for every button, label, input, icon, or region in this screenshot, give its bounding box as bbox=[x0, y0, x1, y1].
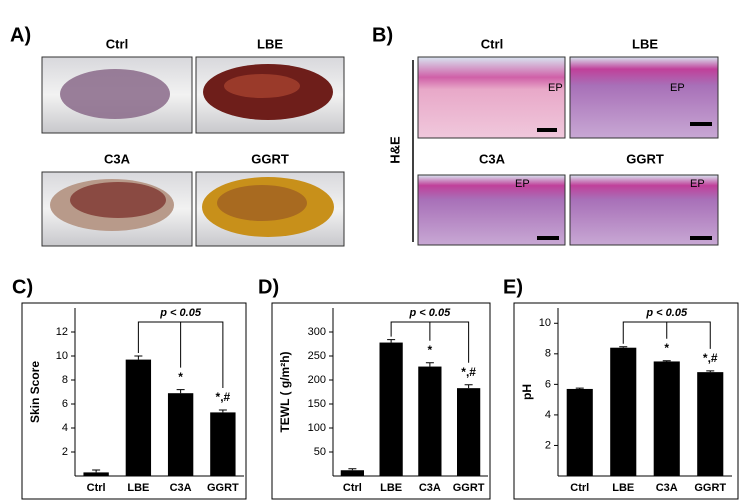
x-tick-label: C3A bbox=[419, 482, 441, 494]
bar bbox=[697, 372, 724, 476]
bar bbox=[340, 470, 364, 476]
y-tick-label: 6 bbox=[62, 398, 68, 410]
significance-marker: * bbox=[178, 370, 183, 384]
histo-image: EP bbox=[569, 56, 719, 139]
photo-label: Ctrl bbox=[106, 36, 128, 51]
panel-label: B) bbox=[372, 24, 393, 46]
error-bar bbox=[706, 370, 715, 373]
error-bar bbox=[92, 469, 101, 473]
chart-frame bbox=[513, 302, 739, 500]
y-tick-label: 4 bbox=[545, 409, 551, 421]
x-tick-label: Ctrl bbox=[87, 482, 106, 494]
y-axis-label: Skin Score bbox=[28, 361, 42, 423]
bar bbox=[379, 342, 403, 476]
panel-label: C) bbox=[12, 276, 33, 298]
comparison-bracket bbox=[137, 321, 224, 388]
error-bar bbox=[662, 360, 671, 362]
x-tick-label: LBE bbox=[380, 482, 402, 494]
error-bar bbox=[176, 389, 185, 394]
panel-label: E) bbox=[503, 276, 523, 298]
bar bbox=[418, 366, 442, 476]
y-tick-label: 8 bbox=[545, 348, 551, 360]
stain-label: H&E bbox=[387, 136, 402, 164]
p-value: p < 0.05 bbox=[409, 307, 452, 319]
panel-label: A) bbox=[10, 24, 31, 46]
y-tick-label: 50 bbox=[314, 446, 326, 458]
bar bbox=[457, 388, 481, 476]
p-value: p < 0.05 bbox=[645, 307, 688, 319]
y-tick-label: 2 bbox=[545, 439, 551, 451]
bar bbox=[210, 412, 236, 476]
x-tick-label: LBE bbox=[127, 482, 149, 494]
p-value: p < 0.05 bbox=[159, 307, 202, 319]
region-label: EP bbox=[670, 82, 685, 94]
histo-label: GGRT bbox=[626, 151, 664, 166]
x-tick-label: Ctrl bbox=[343, 482, 362, 494]
y-axis-label: TEWL ( g/m²h) bbox=[278, 351, 292, 432]
significance-marker: *,# bbox=[461, 365, 476, 379]
significance-marker: * bbox=[428, 343, 433, 357]
bar bbox=[610, 347, 637, 476]
significance-marker: *,# bbox=[703, 351, 718, 365]
y-tick-label: 250 bbox=[308, 350, 326, 362]
histo-image: EP bbox=[417, 56, 566, 139]
histo-label: LBE bbox=[632, 36, 658, 51]
y-tick-label: 100 bbox=[308, 422, 326, 434]
photo bbox=[195, 171, 345, 247]
error-bar bbox=[464, 384, 473, 389]
photo bbox=[195, 56, 345, 134]
panel-label: D) bbox=[258, 276, 279, 298]
bar bbox=[83, 472, 109, 476]
x-tick-label: GGRT bbox=[207, 482, 239, 494]
photo-label: GGRT bbox=[251, 151, 289, 166]
x-tick-label: C3A bbox=[170, 482, 192, 494]
photo bbox=[41, 56, 193, 134]
significance-marker: * bbox=[664, 341, 669, 355]
bar bbox=[566, 388, 593, 476]
bar bbox=[653, 361, 680, 476]
photo-label: C3A bbox=[104, 151, 131, 166]
region-label: EP bbox=[548, 82, 563, 94]
comparison-bracket bbox=[622, 321, 711, 349]
x-tick-label: LBE bbox=[612, 482, 634, 494]
y-tick-label: 300 bbox=[308, 326, 326, 338]
error-bar bbox=[575, 387, 584, 389]
y-tick-label: 6 bbox=[545, 378, 551, 390]
y-tick-label: 10 bbox=[539, 317, 551, 329]
y-tick-label: 10 bbox=[56, 350, 68, 362]
x-tick-label: Ctrl bbox=[570, 482, 589, 494]
bar bbox=[167, 393, 194, 476]
y-tick-label: 8 bbox=[62, 374, 68, 386]
x-tick-label: GGRT bbox=[453, 482, 485, 494]
chart-frame bbox=[271, 302, 491, 500]
histo-label: C3A bbox=[479, 151, 506, 166]
error-bar bbox=[348, 468, 357, 471]
region-label: EP bbox=[515, 178, 530, 190]
photo-label: LBE bbox=[257, 36, 283, 51]
bar bbox=[125, 359, 152, 476]
error-bar bbox=[425, 362, 434, 367]
region-label: EP bbox=[690, 178, 705, 190]
y-tick-label: 200 bbox=[308, 374, 326, 386]
error-bar bbox=[134, 355, 143, 360]
y-tick-label: 150 bbox=[308, 398, 326, 410]
y-tick-label: 4 bbox=[62, 422, 68, 434]
significance-marker: *,# bbox=[216, 390, 231, 404]
histo-label: Ctrl bbox=[481, 36, 503, 51]
error-bar bbox=[619, 346, 628, 348]
y-axis-label: pH bbox=[520, 384, 534, 400]
comparison-bracket bbox=[390, 321, 470, 363]
x-tick-label: GGRT bbox=[694, 482, 726, 494]
chart-frame bbox=[21, 302, 247, 500]
error-bar bbox=[387, 339, 396, 343]
error-bar bbox=[218, 409, 227, 413]
y-tick-label: 12 bbox=[56, 326, 68, 338]
y-tick-label: 2 bbox=[62, 446, 68, 458]
histo-image: EP bbox=[417, 174, 566, 246]
x-tick-label: C3A bbox=[656, 482, 678, 494]
histo-image: EP bbox=[569, 174, 719, 246]
photo bbox=[41, 171, 193, 247]
